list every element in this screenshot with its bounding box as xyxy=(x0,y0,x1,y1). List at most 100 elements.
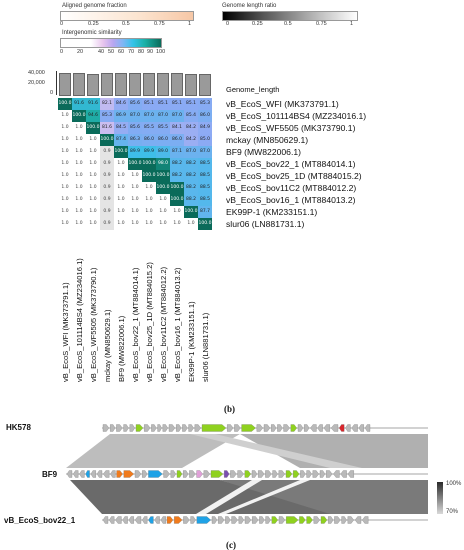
heatmap-cell: 87.0 xyxy=(156,110,170,122)
heatmap-cell: 85.6 xyxy=(128,98,142,110)
heatmap-cell: 84.5 xyxy=(114,122,128,134)
similarity-gradient xyxy=(60,38,162,48)
genome-length-bar xyxy=(115,73,127,96)
heatmap-cell: 1.0 xyxy=(72,158,86,170)
gene-arrow xyxy=(340,470,347,478)
similarity-heatmap: 100.0 91.6 91.6 82.1 84.6 85.6 85.1 85.1 85.1 85.… xyxy=(58,98,218,234)
heatmap-cell: 1.0 xyxy=(72,218,86,230)
gene-arrow xyxy=(278,516,286,524)
gene-arrow xyxy=(66,470,73,478)
heatmap-cell: 1.0 xyxy=(156,218,170,230)
heatmap-cell: 1.0 xyxy=(72,134,86,146)
gene-arrow xyxy=(272,470,278,478)
heatmap-cell: 85.1 xyxy=(156,98,170,110)
genome-length-bar xyxy=(129,72,141,96)
heatmap-cell: 81.6 xyxy=(100,122,114,134)
heatmap-cell: 100.0 xyxy=(114,146,128,158)
gene-arrow xyxy=(189,470,196,478)
gene-arrow xyxy=(151,424,157,432)
gene-arrow xyxy=(241,424,256,432)
heatmap-column-label: vB_EcoS_bov25_1D (MT884015.2) xyxy=(145,262,154,382)
heatmap-cell: 100.0 xyxy=(142,170,156,182)
track-label-bov22: vB_EcoS_bov22_1 xyxy=(4,516,76,525)
gene-arrow xyxy=(251,470,258,478)
heatmap-cell: 1.0 xyxy=(86,134,100,146)
synteny-link xyxy=(190,434,362,468)
heatmap-cell: 1.0 xyxy=(86,158,100,170)
gene-arrow xyxy=(313,516,320,524)
gene-arrow xyxy=(244,470,251,478)
heatmap-cell: 88.2 xyxy=(184,182,198,194)
heatmap-cell: 1.0 xyxy=(72,146,86,158)
gene-arrow xyxy=(326,470,333,478)
heatmap-cell: 1.0 xyxy=(72,194,86,206)
gene-arrow xyxy=(252,516,259,524)
gene-arrow xyxy=(163,470,170,478)
gene-arrow xyxy=(354,516,362,524)
heatmap-cell: 86.9 xyxy=(114,110,128,122)
gene-arrow xyxy=(123,470,135,478)
gene-arrow xyxy=(244,516,252,524)
heatmap-cell: 85.1 xyxy=(184,98,198,110)
gene-arrow xyxy=(227,424,234,432)
length-axis-line xyxy=(56,71,57,95)
heatmap-column-label: EK99P-1 (KM233151.1) xyxy=(187,301,196,382)
heatmap-cell: 88.2 xyxy=(184,158,198,170)
gene-arrow xyxy=(306,516,313,524)
heatmap-cell: 88.2 xyxy=(184,170,198,182)
heatmap-cell: 100.0 xyxy=(156,182,170,194)
synteny-link xyxy=(196,480,262,514)
gene-arrow xyxy=(258,470,265,478)
gene-arrow xyxy=(263,424,271,432)
gene-arrow xyxy=(293,470,300,478)
heatmap-cell: 1.0 xyxy=(58,134,72,146)
heatmap-cell: 1.0 xyxy=(58,122,72,134)
heatmap-cell: 84.1 xyxy=(170,122,184,134)
heatmap-cell: 1.0 xyxy=(114,182,128,194)
gene-arrow xyxy=(237,470,244,478)
heatmap-cell: 1.0 xyxy=(58,110,72,122)
gene-arrow xyxy=(190,516,196,524)
gene-arrow xyxy=(317,424,323,432)
gene-arrow xyxy=(265,516,271,524)
gene-arrow xyxy=(339,424,345,432)
gene-arrow xyxy=(265,470,272,478)
heatmap-cell: 1.0 xyxy=(114,194,128,206)
heatmap-cell: 100.0 xyxy=(86,122,100,134)
genome-length-bar xyxy=(199,73,211,96)
heatmap-cell: 1.0 xyxy=(142,182,156,194)
heatmap-row-labels: vB_EcoS_WFI (MK373791.1) vB_EcoS_101114BS… xyxy=(226,98,464,234)
gene-arrow xyxy=(196,470,203,478)
gene-arrow xyxy=(148,516,154,524)
gene-arrow xyxy=(154,516,160,524)
heatmap-row-label: vB_EcoS_bov22_1 (MT884014.1) xyxy=(226,159,356,169)
gene-arrow xyxy=(300,470,306,478)
gene-arrow xyxy=(128,516,134,524)
heatmap-cell: 85.4 xyxy=(184,110,198,122)
length-tick-40000: 40,000 xyxy=(28,70,45,76)
heatmap-cell: 0.9 xyxy=(100,146,114,158)
heatmap-cell: 1.0 xyxy=(128,182,142,194)
heatmap-cell: 85.6 xyxy=(128,122,142,134)
heatmap-cell: 1.0 xyxy=(72,122,86,134)
gene-arrow xyxy=(134,516,142,524)
gene-arrow xyxy=(129,424,135,432)
gene-arrow xyxy=(116,470,123,478)
gene-arrow xyxy=(320,516,328,524)
heatmap-cell: 87.1 xyxy=(170,146,184,158)
heatmap-cell: 85.3 xyxy=(198,98,212,110)
heatmap-cell: 100.0 xyxy=(58,98,72,110)
heatmap-row-label: vB_EcoS_bov25_1D (MT884015.2) xyxy=(226,171,362,181)
gene-arrow xyxy=(170,470,176,478)
genome-length-ratio-ticks: 0 0.25 0.5 0.75 1 xyxy=(226,21,354,27)
gene-arrow xyxy=(218,516,225,524)
gene-arrow xyxy=(110,470,116,478)
heatmap-cell: 1.0 xyxy=(170,206,184,218)
gene-arrow xyxy=(166,516,174,524)
heatmap-cell: 1.0 xyxy=(72,206,86,218)
gene-arrow xyxy=(211,516,218,524)
gene-arrow xyxy=(334,516,341,524)
gene-arrow xyxy=(310,424,317,432)
heatmap-cell: 86.0 xyxy=(198,110,212,122)
heatmap-cell: 85.5 xyxy=(156,122,170,134)
